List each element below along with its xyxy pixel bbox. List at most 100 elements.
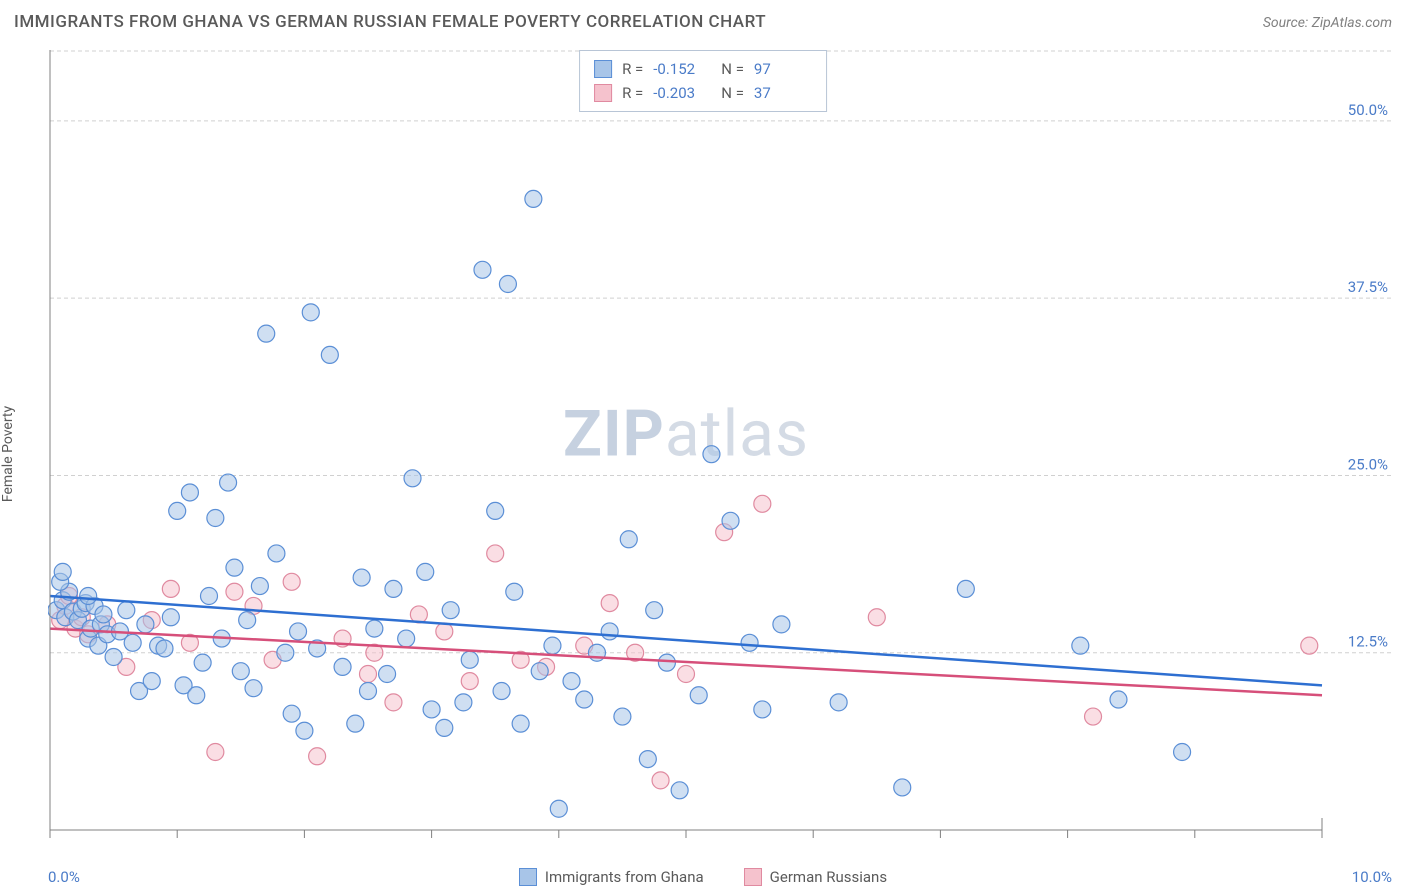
data-point-ghana xyxy=(105,648,122,665)
stat-row-ghana: R =-0.152N =97 xyxy=(594,57,812,81)
data-point-ghana xyxy=(487,502,504,519)
data-point-ghana xyxy=(277,644,294,661)
bottom-legend: Immigrants from Ghana German Russians xyxy=(0,868,1406,886)
data-point-ghana xyxy=(290,623,307,640)
data-point-ghana xyxy=(493,683,510,700)
y-axis-label: Female Poverty xyxy=(0,406,16,502)
r-label: R = xyxy=(622,81,643,105)
data-point-ghana xyxy=(423,701,440,718)
chart-title: IMMIGRANTS FROM GHANA VS GERMAN RUSSIAN … xyxy=(14,12,766,32)
data-point-ghana xyxy=(506,583,523,600)
data-point-german_russian xyxy=(162,580,179,597)
scatter-chart-svg: 12.5%25.0%37.5%50.0%ZIPatlas xyxy=(48,48,1392,852)
swatch-german_russian xyxy=(594,84,612,102)
data-point-german_russian xyxy=(1085,708,1102,725)
y-tick-label: 37.5% xyxy=(1348,278,1388,296)
data-point-ghana xyxy=(124,634,141,651)
data-point-ghana xyxy=(957,580,974,597)
y-tick-label: 50.0% xyxy=(1348,101,1388,119)
data-point-ghana xyxy=(512,715,529,732)
data-point-ghana xyxy=(245,680,262,697)
data-point-german_russian xyxy=(436,623,453,640)
legend-swatch-ghana xyxy=(519,868,537,886)
data-point-ghana xyxy=(703,446,720,463)
legend-label-ghana: Immigrants from Ghana xyxy=(545,868,704,886)
data-point-ghana xyxy=(143,673,160,690)
correlation-stats-box: R = -0.152 N = 97R = -0.203 N = 37 xyxy=(579,50,827,112)
trend-line-german_russian xyxy=(50,629,1322,696)
legend-swatch-german_russian xyxy=(744,868,762,886)
data-point-ghana xyxy=(220,474,237,491)
data-point-ghana xyxy=(334,658,351,675)
data-point-german_russian xyxy=(385,694,402,711)
data-point-german_russian xyxy=(652,772,669,789)
data-point-german_russian xyxy=(754,495,771,512)
data-point-ghana xyxy=(1174,744,1191,761)
data-point-ghana xyxy=(773,616,790,633)
data-point-ghana xyxy=(544,637,561,654)
data-point-ghana xyxy=(296,722,313,739)
data-point-ghana xyxy=(232,663,249,680)
data-point-ghana xyxy=(360,683,377,700)
chart-header: IMMIGRANTS FROM GHANA VS GERMAN RUSSIAN … xyxy=(14,12,1392,32)
data-point-ghana xyxy=(226,559,243,576)
data-point-ghana xyxy=(830,694,847,711)
n-label: N = xyxy=(721,81,744,105)
data-point-ghana xyxy=(531,663,548,680)
r-value-german_russian: -0.203 xyxy=(653,81,711,105)
data-point-ghana xyxy=(894,779,911,796)
legend-item-ghana: Immigrants from Ghana xyxy=(519,868,704,886)
r-label: R = xyxy=(622,57,643,81)
data-point-ghana xyxy=(385,580,402,597)
n-value-german_russian: 37 xyxy=(754,81,812,105)
data-point-german_russian xyxy=(309,748,326,765)
chart-source: Source: ZipAtlas.com xyxy=(1263,15,1392,31)
data-point-ghana xyxy=(620,531,637,548)
data-point-ghana xyxy=(239,612,256,629)
data-point-ghana xyxy=(436,719,453,736)
n-value-ghana: 97 xyxy=(754,57,812,81)
data-point-ghana xyxy=(671,782,688,799)
data-point-ghana xyxy=(658,654,675,671)
stat-row-german_russian: R = -0.203 N = 37 xyxy=(594,81,812,105)
data-point-german_russian xyxy=(360,666,377,683)
data-point-ghana xyxy=(347,715,364,732)
data-point-ghana xyxy=(188,687,205,704)
data-point-ghana xyxy=(417,563,434,580)
data-point-ghana xyxy=(474,261,491,278)
data-point-ghana xyxy=(550,800,567,817)
data-point-ghana xyxy=(1110,691,1127,708)
data-point-german_russian xyxy=(678,666,695,683)
data-point-ghana xyxy=(442,602,459,619)
data-point-ghana xyxy=(601,623,618,640)
data-point-ghana xyxy=(54,563,71,580)
data-point-ghana xyxy=(169,502,186,519)
data-point-ghana xyxy=(251,578,268,595)
data-point-ghana xyxy=(379,666,396,683)
data-point-ghana xyxy=(455,694,472,711)
swatch-ghana xyxy=(594,60,612,78)
data-point-ghana xyxy=(461,651,478,668)
data-point-ghana xyxy=(722,512,739,529)
data-point-ghana xyxy=(525,190,542,207)
data-point-ghana xyxy=(639,751,656,768)
data-point-german_russian xyxy=(283,573,300,590)
data-point-ghana xyxy=(563,673,580,690)
data-point-ghana xyxy=(181,484,198,501)
data-point-ghana xyxy=(321,346,338,363)
data-point-german_russian xyxy=(868,609,885,626)
data-point-german_russian xyxy=(461,673,478,690)
data-point-german_russian xyxy=(207,744,224,761)
data-point-ghana xyxy=(156,640,173,657)
legend-label-german_russian: German Russians xyxy=(770,868,887,886)
data-point-ghana xyxy=(162,609,179,626)
data-point-ghana xyxy=(754,701,771,718)
data-point-german_russian xyxy=(1301,637,1318,654)
data-point-ghana xyxy=(646,602,663,619)
data-point-ghana xyxy=(353,569,370,586)
data-point-german_russian xyxy=(487,545,504,562)
r-value-ghana: -0.152 xyxy=(653,57,711,81)
watermark: ZIPatlas xyxy=(563,397,809,472)
y-tick-label: 12.5% xyxy=(1348,633,1388,651)
data-point-ghana xyxy=(118,602,135,619)
